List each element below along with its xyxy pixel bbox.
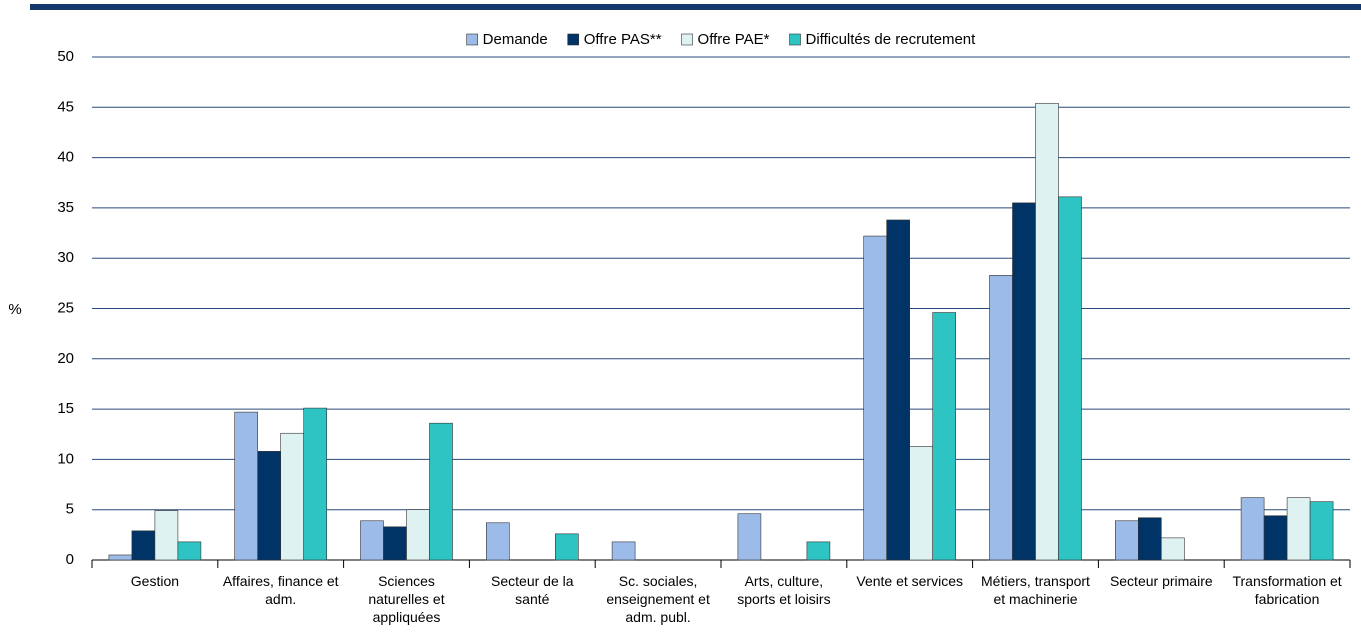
bar bbox=[806, 541, 831, 561]
bar bbox=[1058, 196, 1082, 561]
y-tick-label: 5 bbox=[66, 501, 74, 518]
bar bbox=[485, 522, 510, 561]
bar bbox=[108, 554, 133, 561]
x-tick-label: Arts, culture, sports et loisirs bbox=[737, 573, 831, 607]
x-tick-label: Secteur primaire bbox=[1109, 573, 1213, 589]
y-axis-label: % bbox=[8, 301, 21, 318]
y-tick-label: 40 bbox=[57, 149, 74, 166]
top-band bbox=[30, 4, 1361, 10]
x-tick-label: Métiers, transport et machinerie bbox=[981, 573, 1090, 607]
bar bbox=[280, 432, 305, 561]
y-tick-label: 20 bbox=[57, 350, 74, 367]
bar bbox=[1309, 501, 1334, 561]
y-tick-label: 30 bbox=[57, 249, 74, 266]
bar bbox=[429, 422, 453, 561]
bar bbox=[909, 446, 934, 561]
bar bbox=[1012, 202, 1036, 561]
bar bbox=[554, 533, 579, 561]
y-tick-label: 25 bbox=[57, 299, 74, 316]
y-tick-label: 45 bbox=[57, 98, 74, 115]
bar bbox=[234, 411, 258, 561]
legend-swatch bbox=[466, 33, 478, 46]
bar bbox=[154, 510, 179, 561]
legend-swatch bbox=[567, 33, 580, 46]
bar bbox=[303, 407, 328, 561]
bar bbox=[1240, 497, 1265, 561]
bar bbox=[1115, 520, 1139, 561]
legend-swatch bbox=[681, 33, 693, 46]
bar bbox=[383, 526, 407, 561]
y-tick-label: 35 bbox=[57, 199, 74, 216]
y-tick-label: 50 bbox=[57, 48, 74, 65]
x-tick-label: Transformation et fabrication bbox=[1232, 573, 1342, 607]
bar bbox=[257, 451, 282, 561]
x-tick-label: Gestion bbox=[130, 573, 180, 589]
bar bbox=[360, 520, 384, 561]
bar bbox=[1263, 515, 1288, 561]
legend-label: Demande bbox=[483, 31, 548, 48]
y-tick-label: 10 bbox=[57, 450, 74, 467]
legend-label: Offre PAE* bbox=[698, 31, 770, 48]
bar bbox=[1035, 102, 1059, 561]
bar bbox=[131, 530, 156, 561]
bar bbox=[989, 275, 1013, 561]
bar bbox=[1286, 497, 1311, 561]
bar bbox=[863, 235, 888, 561]
x-tick-label: Sc. sociales, enseignement et adm. publ. bbox=[606, 573, 710, 625]
bar bbox=[886, 219, 911, 561]
bar bbox=[1138, 517, 1162, 561]
bar bbox=[737, 513, 762, 561]
x-tick-label: Affaires, finance et adm. bbox=[222, 573, 339, 607]
bar bbox=[1161, 537, 1185, 561]
legend-label: Offre PAS** bbox=[584, 31, 662, 48]
bar bbox=[932, 312, 957, 561]
y-tick-label: 0 bbox=[66, 551, 74, 568]
x-tick-label: Vente et services bbox=[856, 573, 963, 589]
x-tick-label: Sciences naturelles et appliquées bbox=[368, 573, 445, 625]
legend-label: Difficultés de recrutement bbox=[806, 31, 977, 48]
x-tick-label: Secteur de la santé bbox=[491, 573, 574, 607]
y-tick-label: 15 bbox=[57, 400, 74, 417]
bar bbox=[177, 541, 202, 561]
bar bbox=[611, 541, 636, 561]
bar bbox=[406, 509, 430, 561]
legend-swatch bbox=[789, 33, 801, 46]
